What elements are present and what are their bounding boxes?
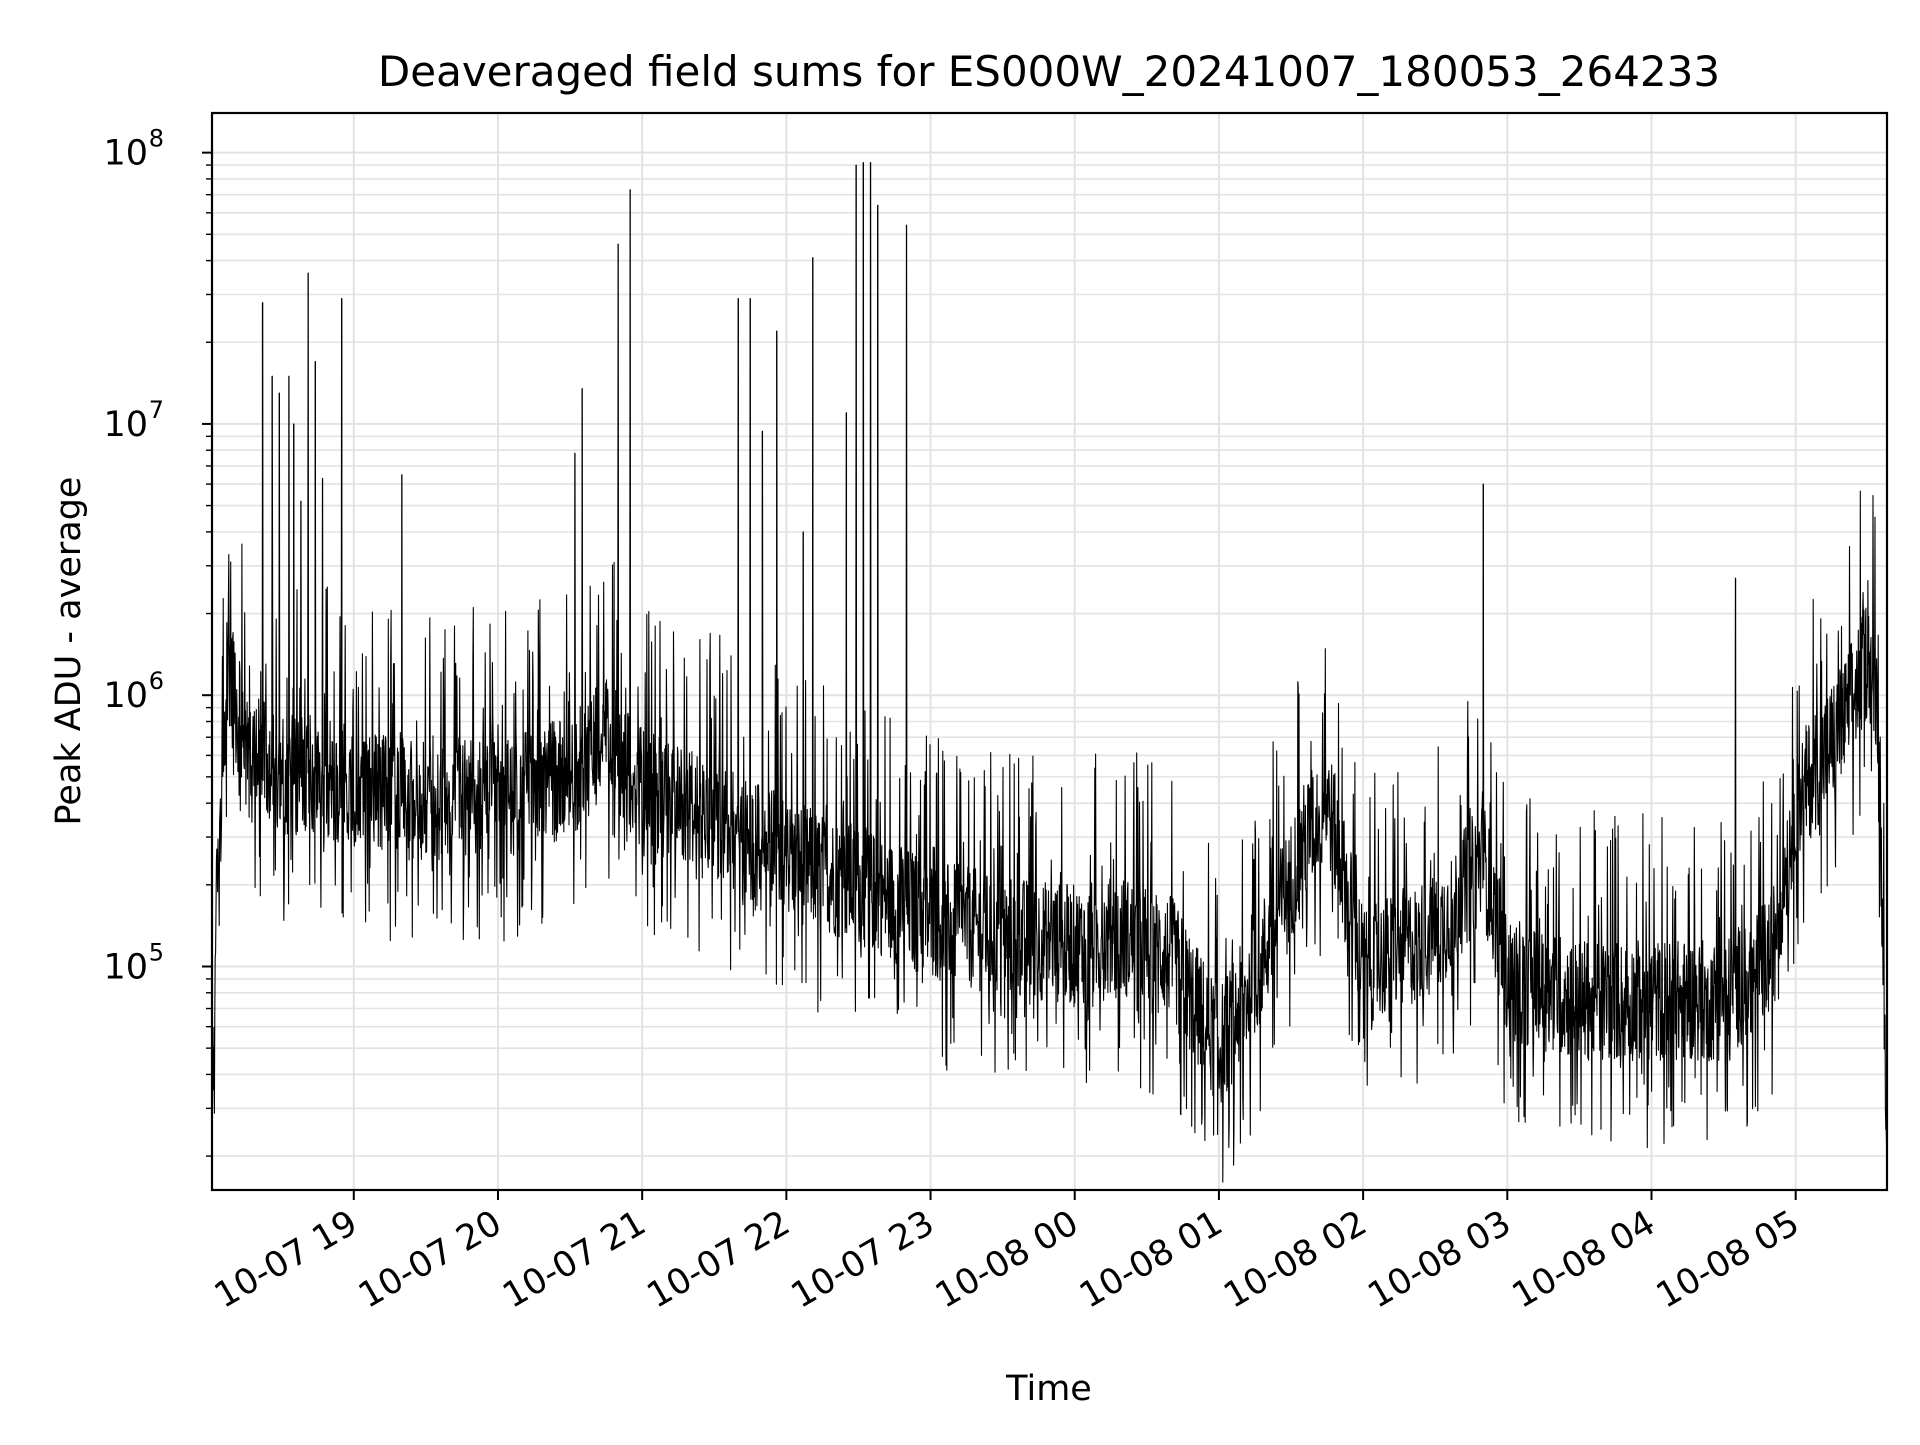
y-tick-label: 10 <box>103 134 148 174</box>
y-tick-label: 10 <box>103 405 148 445</box>
y-tick-exponent: 8 <box>149 125 164 153</box>
y-tick-label: 10 <box>103 676 148 716</box>
y-tick-exponent: 6 <box>149 667 164 695</box>
chart-title: Deaveraged field sums for ES000W_2024100… <box>378 47 1720 96</box>
y-tick-label: 10 <box>103 947 148 987</box>
y-tick-exponent: 7 <box>149 396 164 424</box>
plot-frame <box>210 111 1889 1192</box>
y-tick-exponent: 5 <box>149 938 164 966</box>
y-axis-label: Peak ADU - average <box>49 477 89 826</box>
x-axis-label: Time <box>1005 1369 1092 1409</box>
series-layer <box>211 161 1888 1183</box>
series-line <box>211 161 1888 1183</box>
